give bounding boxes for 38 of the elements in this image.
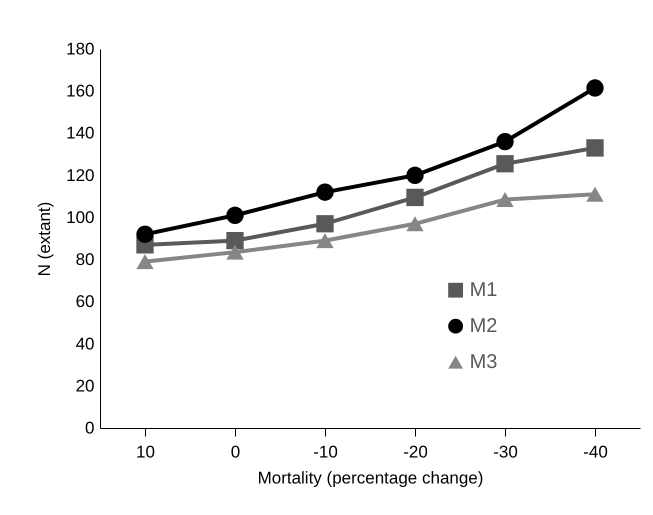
y-tick-label: 180	[66, 40, 94, 58]
y-tick-label: 0	[85, 418, 94, 438]
legend-label: M3	[470, 351, 498, 374]
y-tick-label: 40	[76, 334, 94, 354]
y-tick-label: 80	[76, 250, 94, 270]
y-axis-title: N (extant)	[35, 202, 54, 276]
point	[406, 188, 424, 206]
point	[226, 244, 244, 260]
x-tick-label: -30	[493, 442, 518, 462]
x-tick-label: 10	[136, 442, 155, 462]
point	[496, 133, 514, 150]
point	[226, 232, 244, 250]
x-tick-label: -10	[313, 442, 338, 462]
x-tick-label: 0	[230, 442, 240, 462]
point	[406, 216, 424, 232]
point	[316, 215, 334, 232]
point	[316, 184, 334, 201]
point	[496, 192, 514, 208]
y-tick-label: 60	[76, 292, 94, 312]
y-tick-label: 20	[76, 376, 94, 396]
point	[496, 155, 514, 172]
x-axis-title: Mortality (percentage change)	[258, 468, 484, 488]
x-tick-label: -20	[403, 442, 428, 462]
x-tick-label: -40	[583, 442, 608, 462]
legend-label: M1	[470, 279, 498, 302]
legend-label: M2	[470, 315, 498, 338]
point	[136, 254, 154, 270]
point	[586, 186, 604, 202]
point	[136, 226, 154, 243]
point	[316, 233, 334, 248]
y-tick-label: 120	[66, 166, 94, 185]
y-tick-label: 140	[66, 124, 94, 143]
y-tick-label: 100	[66, 208, 94, 227]
point	[586, 79, 604, 97]
point	[406, 166, 424, 184]
y-tick-label: 160	[66, 82, 94, 101]
point	[586, 139, 604, 157]
point	[226, 206, 244, 224]
